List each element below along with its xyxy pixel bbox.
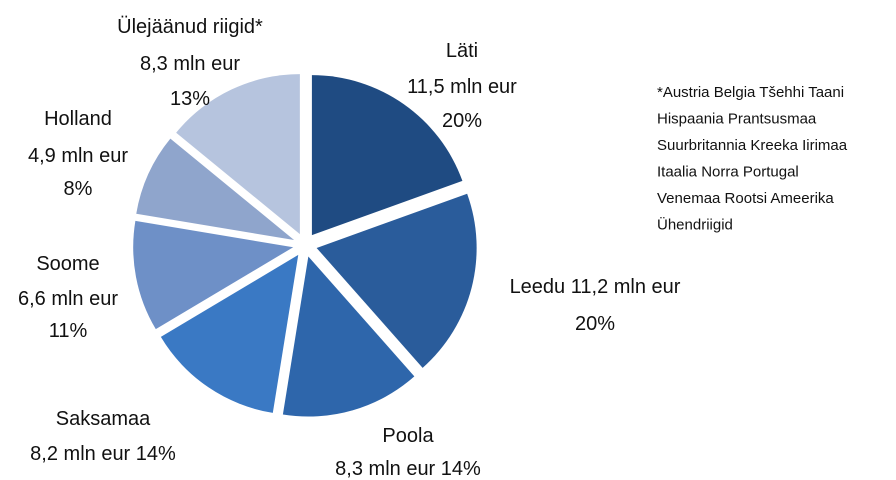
data-label-part: Poola: [382, 425, 434, 447]
footnote: *Austria Belgia Tšehhi Taani: [657, 84, 844, 101]
pie-slice: [176, 74, 300, 235]
data-label-part: 8,3 mln eur: [140, 53, 240, 75]
data-label-part: Saksamaa: [56, 408, 151, 430]
data-label-part: 11,2 mln eur: [571, 276, 681, 298]
pie-slice: [282, 256, 415, 417]
data-label: 11%: [49, 320, 88, 342]
data-label: Soome: [36, 253, 99, 275]
footnote: Itaalia Norra Portugal: [657, 163, 799, 180]
pie-slice: [311, 75, 463, 236]
data-label: Poola: [382, 425, 434, 447]
data-label: 11,5 mln eur: [407, 76, 517, 98]
data-label: 6,6 mln eur: [18, 288, 118, 310]
data-label-part: 20%: [442, 110, 482, 132]
footnote: Ühendriigid: [657, 215, 733, 233]
data-label-part: 14%: [136, 443, 176, 465]
data-label-part: 20%: [575, 313, 615, 335]
data-label-part: 14%: [441, 458, 481, 480]
data-label-part: Ülejäänud riigid*: [117, 16, 263, 38]
data-label-part: 6,6 mln eur: [18, 288, 118, 310]
data-label: 8,2 mln eur 14%: [30, 443, 176, 465]
footnote: Hispaania Prantsusmaa: [657, 110, 817, 127]
pie-slice: [160, 254, 299, 413]
data-label: 20%: [442, 110, 482, 132]
data-label: Ülejäänud riigid*: [117, 16, 263, 38]
data-label-part: 8,3 mln eur: [335, 458, 435, 480]
pie-slice: [316, 193, 477, 368]
pie-slice: [133, 220, 294, 330]
data-label: Saksamaa: [56, 408, 151, 430]
pie-slice: [136, 138, 295, 241]
data-label: 8,3 mln eur 14%: [335, 458, 481, 480]
data-label: Läti: [446, 40, 478, 62]
data-label: 13%: [170, 88, 210, 110]
data-label-part: Läti: [446, 40, 478, 62]
data-label-part: Soome: [36, 253, 99, 275]
data-label: 8,3 mln eur: [140, 53, 240, 75]
data-label-part: 11,5 mln eur: [407, 76, 517, 98]
data-label-part: 8%: [64, 178, 93, 200]
data-label: Leedu 11,2 mln eur: [510, 276, 681, 298]
data-label-part: 11%: [49, 320, 88, 342]
data-label: 4,9 mln eur: [28, 145, 128, 167]
data-label-part: 4,9 mln eur: [28, 145, 128, 167]
data-label-part: Holland: [44, 108, 112, 130]
data-label-part: 13%: [170, 88, 210, 110]
footnote: Venemaa Rootsi Ameerika: [657, 190, 834, 207]
data-label-part: 8,2 mln eur: [30, 443, 130, 465]
data-label: 20%: [575, 313, 615, 335]
data-label: Holland: [44, 108, 112, 130]
data-label-part: Leedu: [510, 276, 566, 298]
footnote: Suurbritannia Kreeka Iirimaa: [657, 137, 848, 154]
data-label: 8%: [64, 178, 93, 200]
